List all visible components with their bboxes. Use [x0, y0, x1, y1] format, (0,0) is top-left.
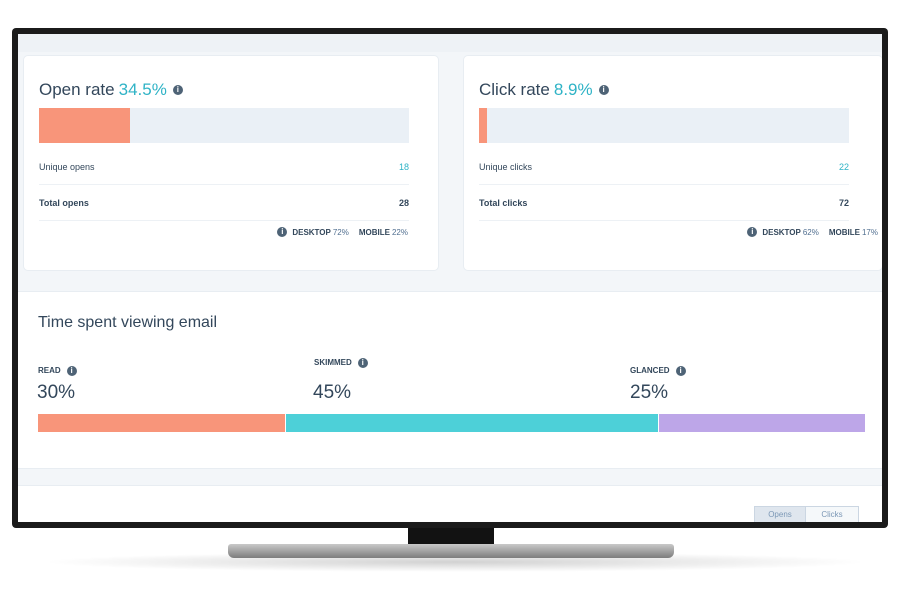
unique-opens-row: Unique opens 18 — [39, 148, 409, 185]
unique-opens-value[interactable]: 18 — [398, 162, 409, 172]
read-label: READ i — [38, 366, 77, 376]
read-percent: 30% — [37, 382, 76, 403]
skimmed-label-text: SKIMMED — [314, 358, 352, 368]
info-icon[interactable]: i — [747, 227, 758, 237]
click-rate-value: 8.9% — [553, 80, 593, 99]
info-icon[interactable]: i — [172, 84, 183, 95]
click-rate-title: Click rate 8.9% i — [479, 80, 609, 100]
total-clicks-label: Total clicks — [479, 198, 528, 208]
mobile-value: 17% — [861, 228, 878, 238]
skimmed-percent: 45% — [313, 382, 352, 403]
glanced-segment-bar — [659, 414, 865, 432]
total-opens-value: 28 — [398, 198, 409, 208]
open-device-breakdown: i DESKTOP 72% MOBILE 22% — [277, 227, 408, 238]
info-icon[interactable]: i — [357, 358, 368, 368]
glanced-percent: 25% — [630, 382, 669, 403]
unique-clicks-value[interactable]: 22 — [838, 162, 849, 172]
open-rate-card: Open rate 34.5% i Unique opens 18 Total op… — [24, 56, 438, 270]
opens-toggle-button[interactable]: Opens — [754, 506, 806, 522]
glanced-label: GLANCED i — [630, 366, 686, 376]
desktop-label: DESKTOP — [292, 228, 331, 238]
total-opens-label: Total opens — [39, 198, 89, 208]
tv-screen: Open rate 34.5% i Unique opens 18 Total op… — [18, 34, 882, 522]
unique-clicks-label: Unique clicks — [479, 162, 533, 172]
click-rate-bar-track — [479, 108, 849, 143]
info-icon[interactable]: i — [277, 227, 288, 237]
mobile-label: MOBILE — [358, 228, 390, 238]
open-rate-bar-track — [39, 108, 409, 143]
open-rate-title: Open rate 34.5% i — [39, 80, 183, 100]
click-rate-label: Click rate — [479, 80, 550, 99]
info-icon[interactable]: i — [66, 366, 77, 376]
read-segment-bar — [38, 414, 286, 432]
info-icon[interactable]: i — [598, 84, 609, 95]
read-label-text: READ — [38, 366, 61, 376]
time-spent-card: Time spent viewing email READ i 30% SKIMM… — [18, 292, 882, 468]
glanced-label-text: GLANCED — [630, 366, 670, 376]
desktop-label: DESKTOP — [762, 228, 801, 238]
skimmed-segment-bar — [286, 414, 658, 432]
desktop-value: 72% — [332, 228, 349, 238]
mobile-value: 22% — [391, 228, 408, 238]
screen-top-strip — [18, 34, 882, 52]
click-rate-bar-fill — [479, 108, 487, 143]
total-opens-row: Total opens 28 — [39, 184, 409, 221]
skimmed-label: SKIMMED i — [314, 358, 368, 368]
bottom-chart-card: Opens Clicks — [18, 486, 882, 522]
time-spent-title: Time spent viewing email — [38, 314, 218, 331]
unique-opens-label: Unique opens — [39, 162, 95, 172]
tv-stand-neck — [408, 528, 494, 544]
open-rate-value: 34.5% — [118, 80, 167, 99]
click-rate-card: Click rate 8.9% i Unique clicks 22 Total c… — [464, 56, 882, 270]
total-clicks-value: 72 — [838, 198, 849, 208]
tv-stand-base — [228, 544, 674, 558]
desktop-value: 62% — [802, 228, 819, 238]
total-clicks-row: Total clicks 72 — [479, 184, 849, 221]
mobile-label: MOBILE — [828, 228, 860, 238]
open-rate-label: Open rate — [39, 80, 115, 99]
click-device-breakdown: i DESKTOP 62% MOBILE 17% — [747, 227, 878, 238]
info-icon[interactable]: i — [675, 366, 686, 376]
clicks-toggle-button[interactable]: Clicks — [805, 506, 859, 522]
unique-clicks-row: Unique clicks 22 — [479, 148, 849, 185]
open-rate-bar-fill — [39, 108, 130, 143]
